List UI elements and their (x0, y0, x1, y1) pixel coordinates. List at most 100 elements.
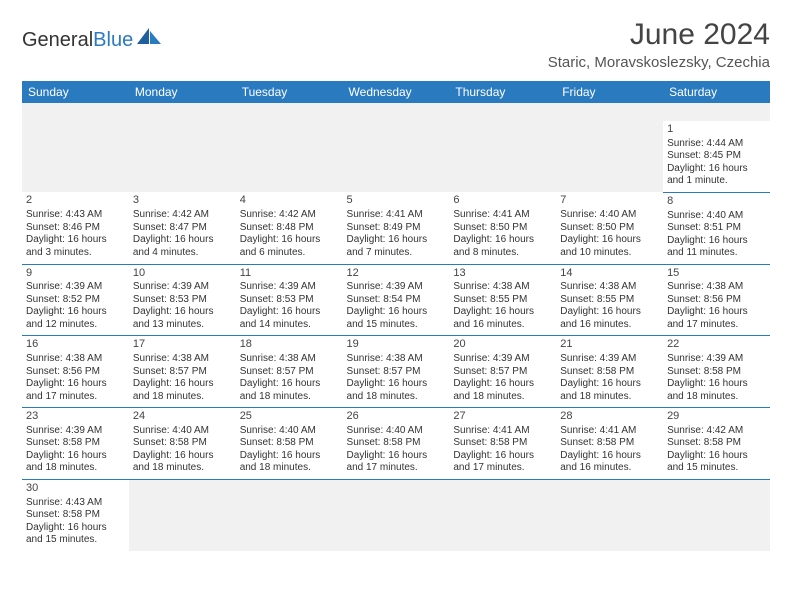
daylight-text: Daylight: 16 hours and 16 minutes. (560, 450, 659, 475)
sunrise-text: Sunrise: 4:38 AM (133, 353, 232, 366)
empty-cell (663, 479, 770, 550)
day-cell: 2Sunrise: 4:43 AMSunset: 8:46 PMDaylight… (22, 192, 129, 264)
day-number: 25 (240, 410, 339, 424)
day-info: Sunrise: 4:41 AMSunset: 8:49 PMDaylight:… (347, 209, 446, 259)
day-number: 13 (453, 267, 552, 281)
blank-cell (449, 103, 556, 121)
sunset-text: Sunset: 8:58 PM (667, 437, 766, 450)
day-header: Sunday (22, 81, 129, 103)
daylight-text: Daylight: 16 hours and 12 minutes. (26, 306, 125, 331)
day-info: Sunrise: 4:42 AMSunset: 8:48 PMDaylight:… (240, 209, 339, 259)
calendar-row: 30Sunrise: 4:43 AMSunset: 8:58 PMDayligh… (22, 479, 770, 550)
empty-cell (556, 121, 663, 192)
sunrise-text: Sunrise: 4:39 AM (240, 281, 339, 294)
sunrise-text: Sunrise: 4:40 AM (133, 425, 232, 438)
day-header-row: Sunday Monday Tuesday Wednesday Thursday… (22, 81, 770, 103)
empty-cell (236, 479, 343, 550)
day-cell: 6Sunrise: 4:41 AMSunset: 8:50 PMDaylight… (449, 192, 556, 264)
sunrise-text: Sunrise: 4:40 AM (240, 425, 339, 438)
day-info: Sunrise: 4:39 AMSunset: 8:58 PMDaylight:… (560, 353, 659, 403)
sail-icon (137, 28, 163, 52)
day-info: Sunrise: 4:38 AMSunset: 8:55 PMDaylight:… (560, 281, 659, 331)
sunrise-text: Sunrise: 4:42 AM (133, 209, 232, 222)
day-number: 11 (240, 267, 339, 281)
day-info: Sunrise: 4:42 AMSunset: 8:47 PMDaylight:… (133, 209, 232, 259)
day-number: 27 (453, 410, 552, 424)
daylight-text: Daylight: 16 hours and 15 minutes. (26, 522, 125, 547)
sunrise-text: Sunrise: 4:40 AM (347, 425, 446, 438)
blank-cell (22, 103, 129, 121)
empty-cell (343, 121, 450, 192)
sunset-text: Sunset: 8:45 PM (667, 150, 766, 163)
day-cell: 12Sunrise: 4:39 AMSunset: 8:54 PMDayligh… (343, 264, 450, 336)
day-header: Saturday (663, 81, 770, 103)
sunrise-text: Sunrise: 4:39 AM (453, 353, 552, 366)
day-number: 6 (453, 194, 552, 208)
month-title: June 2024 (548, 18, 770, 52)
day-number: 12 (347, 267, 446, 281)
sunrise-text: Sunrise: 4:42 AM (667, 425, 766, 438)
day-header: Friday (556, 81, 663, 103)
day-number: 7 (560, 194, 659, 208)
daylight-text: Daylight: 16 hours and 11 minutes. (667, 235, 766, 260)
day-info: Sunrise: 4:38 AMSunset: 8:55 PMDaylight:… (453, 281, 552, 331)
sunset-text: Sunset: 8:53 PM (240, 294, 339, 307)
day-cell: 18Sunrise: 4:38 AMSunset: 8:57 PMDayligh… (236, 336, 343, 408)
day-info: Sunrise: 4:40 AMSunset: 8:51 PMDaylight:… (667, 210, 766, 260)
day-number: 28 (560, 410, 659, 424)
daylight-text: Daylight: 16 hours and 17 minutes. (347, 450, 446, 475)
day-info: Sunrise: 4:39 AMSunset: 8:53 PMDaylight:… (240, 281, 339, 331)
empty-cell (449, 121, 556, 192)
calendar-row: 9Sunrise: 4:39 AMSunset: 8:52 PMDaylight… (22, 264, 770, 336)
calendar-row: 1Sunrise: 4:44 AMSunset: 8:45 PMDaylight… (22, 121, 770, 192)
empty-cell (22, 121, 129, 192)
blank-cell (556, 103, 663, 121)
day-cell: 15Sunrise: 4:38 AMSunset: 8:56 PMDayligh… (663, 264, 770, 336)
daylight-text: Daylight: 16 hours and 18 minutes. (133, 378, 232, 403)
day-info: Sunrise: 4:42 AMSunset: 8:58 PMDaylight:… (667, 425, 766, 475)
day-header: Thursday (449, 81, 556, 103)
day-info: Sunrise: 4:38 AMSunset: 8:56 PMDaylight:… (26, 353, 125, 403)
daylight-text: Daylight: 16 hours and 18 minutes. (560, 378, 659, 403)
brand-part1: General (22, 29, 93, 52)
day-number: 15 (667, 267, 766, 281)
sunrise-text: Sunrise: 4:39 AM (347, 281, 446, 294)
day-info: Sunrise: 4:41 AMSunset: 8:58 PMDaylight:… (560, 425, 659, 475)
calendar-row: 2Sunrise: 4:43 AMSunset: 8:46 PMDaylight… (22, 192, 770, 264)
day-info: Sunrise: 4:43 AMSunset: 8:46 PMDaylight:… (26, 209, 125, 259)
blank-cell (343, 103, 450, 121)
daylight-text: Daylight: 16 hours and 10 minutes. (560, 234, 659, 259)
day-cell: 24Sunrise: 4:40 AMSunset: 8:58 PMDayligh… (129, 408, 236, 480)
daylight-text: Daylight: 16 hours and 18 minutes. (667, 378, 766, 403)
daylight-text: Daylight: 16 hours and 6 minutes. (240, 234, 339, 259)
daylight-text: Daylight: 16 hours and 18 minutes. (26, 450, 125, 475)
sunrise-text: Sunrise: 4:43 AM (26, 209, 125, 222)
daylight-text: Daylight: 16 hours and 15 minutes. (667, 450, 766, 475)
day-cell: 1Sunrise: 4:44 AMSunset: 8:45 PMDaylight… (663, 121, 770, 192)
empty-cell (449, 479, 556, 550)
day-cell: 8Sunrise: 4:40 AMSunset: 8:51 PMDaylight… (663, 192, 770, 264)
day-info: Sunrise: 4:43 AMSunset: 8:58 PMDaylight:… (26, 497, 125, 547)
day-cell: 17Sunrise: 4:38 AMSunset: 8:57 PMDayligh… (129, 336, 236, 408)
daylight-text: Daylight: 16 hours and 17 minutes. (453, 450, 552, 475)
daylight-text: Daylight: 16 hours and 3 minutes. (26, 234, 125, 259)
sunrise-text: Sunrise: 4:40 AM (560, 209, 659, 222)
sunrise-text: Sunrise: 4:40 AM (667, 210, 766, 223)
day-cell: 5Sunrise: 4:41 AMSunset: 8:49 PMDaylight… (343, 192, 450, 264)
day-cell: 14Sunrise: 4:38 AMSunset: 8:55 PMDayligh… (556, 264, 663, 336)
day-cell: 20Sunrise: 4:39 AMSunset: 8:57 PMDayligh… (449, 336, 556, 408)
day-number: 22 (667, 338, 766, 352)
blank-cell (129, 103, 236, 121)
day-info: Sunrise: 4:38 AMSunset: 8:57 PMDaylight:… (240, 353, 339, 403)
sunset-text: Sunset: 8:58 PM (560, 366, 659, 379)
sunrise-text: Sunrise: 4:39 AM (26, 425, 125, 438)
sunset-text: Sunset: 8:46 PM (26, 222, 125, 235)
day-info: Sunrise: 4:40 AMSunset: 8:58 PMDaylight:… (347, 425, 446, 475)
sunrise-text: Sunrise: 4:38 AM (347, 353, 446, 366)
day-info: Sunrise: 4:38 AMSunset: 8:57 PMDaylight:… (133, 353, 232, 403)
sunset-text: Sunset: 8:57 PM (240, 366, 339, 379)
sunset-text: Sunset: 8:58 PM (26, 509, 125, 522)
sunset-text: Sunset: 8:58 PM (26, 437, 125, 450)
calendar-table: Sunday Monday Tuesday Wednesday Thursday… (22, 81, 770, 551)
sunrise-text: Sunrise: 4:44 AM (667, 138, 766, 151)
